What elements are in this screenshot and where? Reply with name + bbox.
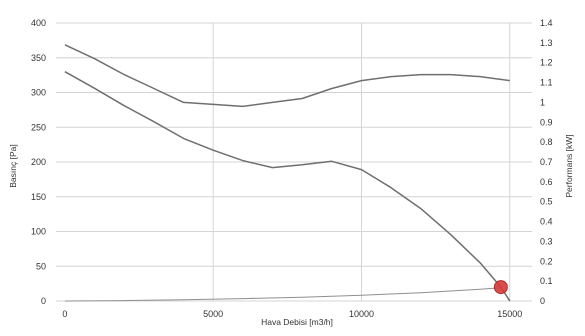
- tick-labels: 0 50 100 150 200 250 300 350 400 0 0.1 0.2 0.3 0.4 0.5…: [31, 18, 553, 319]
- y2-tick-label: 0.8: [540, 137, 553, 147]
- operating-point-marker: [493, 280, 508, 295]
- y-tick-label: 150: [31, 192, 46, 202]
- x-tick-label: 15000: [497, 309, 522, 319]
- y2-tick-label: 1.1: [540, 78, 553, 88]
- power-curve: [64, 44, 510, 108]
- y2-tick-label: 0.2: [540, 256, 553, 266]
- series-lines: [64, 44, 511, 302]
- x-tick-label: 5000: [203, 309, 223, 319]
- y2-tick-label: 1.3: [540, 38, 553, 48]
- x-tick-label: 10000: [349, 309, 374, 319]
- x-tick-label: 0: [62, 309, 67, 319]
- y-axis-title: Basınç [Pa]: [8, 144, 18, 187]
- y2-axis-title: Performans [kW]: [564, 134, 574, 197]
- y-tick-label: 250: [31, 122, 46, 132]
- y-tick-label: 300: [31, 88, 46, 98]
- y2-tick-label: 1.4: [540, 18, 553, 28]
- y-tick-label: 50: [36, 261, 46, 271]
- y2-tick-label: 0.5: [540, 197, 553, 207]
- y-tick-label: 100: [31, 227, 46, 237]
- grid: [56, 22, 532, 302]
- y-tick-label: 200: [31, 157, 46, 167]
- system-resistance-curve: [64, 287, 501, 302]
- y-tick-label: 0: [41, 296, 46, 306]
- y2-tick-label: 0.3: [540, 236, 553, 246]
- y2-tick-label: 0.4: [540, 217, 553, 227]
- y2-tick-label: 0.7: [540, 157, 553, 167]
- y-tick-label: 400: [31, 18, 46, 28]
- pressure-curve: [64, 71, 511, 302]
- y2-tick-label: 0.1: [540, 276, 553, 286]
- operating-points: [493, 280, 508, 295]
- y2-tick-label: 0.6: [540, 177, 553, 187]
- y2-tick-label: 0: [540, 296, 545, 306]
- y-tick-label: 350: [31, 53, 46, 63]
- y2-tick-label: 1: [540, 97, 545, 107]
- y2-tick-label: 0.9: [540, 117, 553, 127]
- x-axis-title: Hava Debisi [m3/h]: [261, 317, 333, 327]
- y2-tick-label: 1.2: [540, 58, 553, 68]
